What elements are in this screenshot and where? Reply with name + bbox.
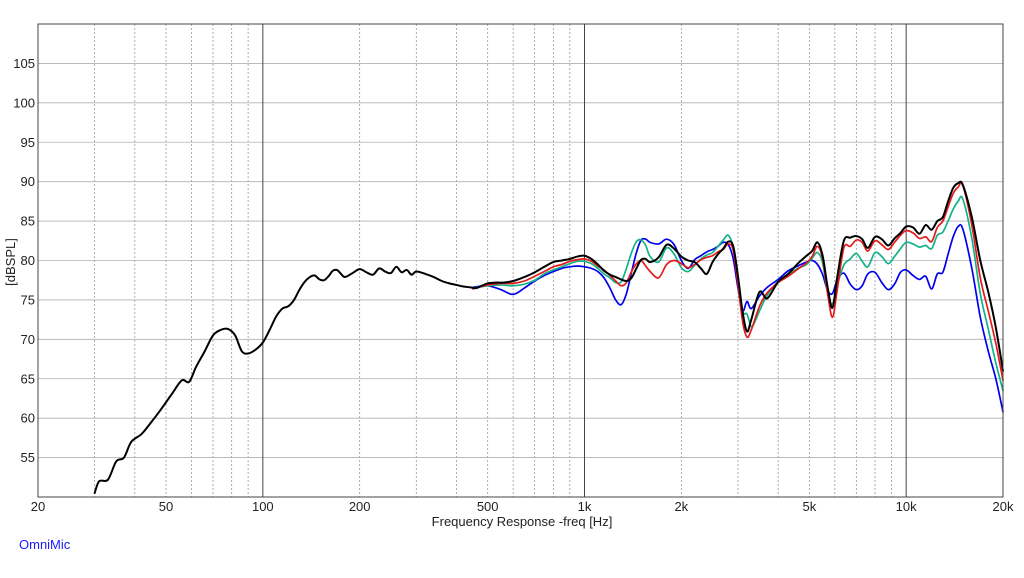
y-tick-label: 100	[13, 95, 35, 110]
y-tick-label: 65	[21, 371, 35, 386]
plot-frame	[37, 23, 1004, 498]
x-tick-label: 20	[31, 499, 45, 514]
x-tick-labels: 20 50 100 200 500 1k 2k 5k 10k 20k	[31, 499, 1014, 514]
y-axis-title: [dBSPL]	[3, 238, 18, 286]
x-axis-title: Frequency Response -freq [Hz]	[432, 514, 613, 529]
y-tick-label: 95	[21, 135, 35, 150]
x-tick-label: 50	[159, 499, 173, 514]
series-line-2	[472, 195, 1004, 392]
y-tick-label: 60	[21, 411, 35, 426]
y-tick-label: 85	[21, 214, 35, 229]
x-tick-label: 1k	[578, 499, 592, 514]
x-tick-label: 20k	[993, 499, 1014, 514]
y-tick-labels: 55 60 65 70 75 80 85 90 95 100 105	[13, 56, 35, 465]
series-line-3	[472, 182, 1004, 382]
x-tick-label: 2k	[674, 499, 688, 514]
y-tick-label: 80	[21, 253, 35, 268]
x-tick-label: 100	[252, 499, 274, 514]
x-tick-label: 200	[349, 499, 371, 514]
brand-label: OmniMic	[19, 537, 71, 552]
x-tick-label: 5k	[802, 499, 816, 514]
x-tick-label: 10k	[896, 499, 917, 514]
y-tick-label: 90	[21, 174, 35, 189]
series-line-4	[93, 180, 1004, 495]
y-tick-label: 55	[21, 450, 35, 465]
y-tick-label: 105	[13, 56, 35, 71]
x-tick-label: 500	[477, 499, 499, 514]
series-layer	[93, 180, 1004, 495]
y-tick-label: 70	[21, 332, 35, 347]
series-line-1	[472, 223, 1004, 413]
y-tick-label: 75	[21, 292, 35, 307]
